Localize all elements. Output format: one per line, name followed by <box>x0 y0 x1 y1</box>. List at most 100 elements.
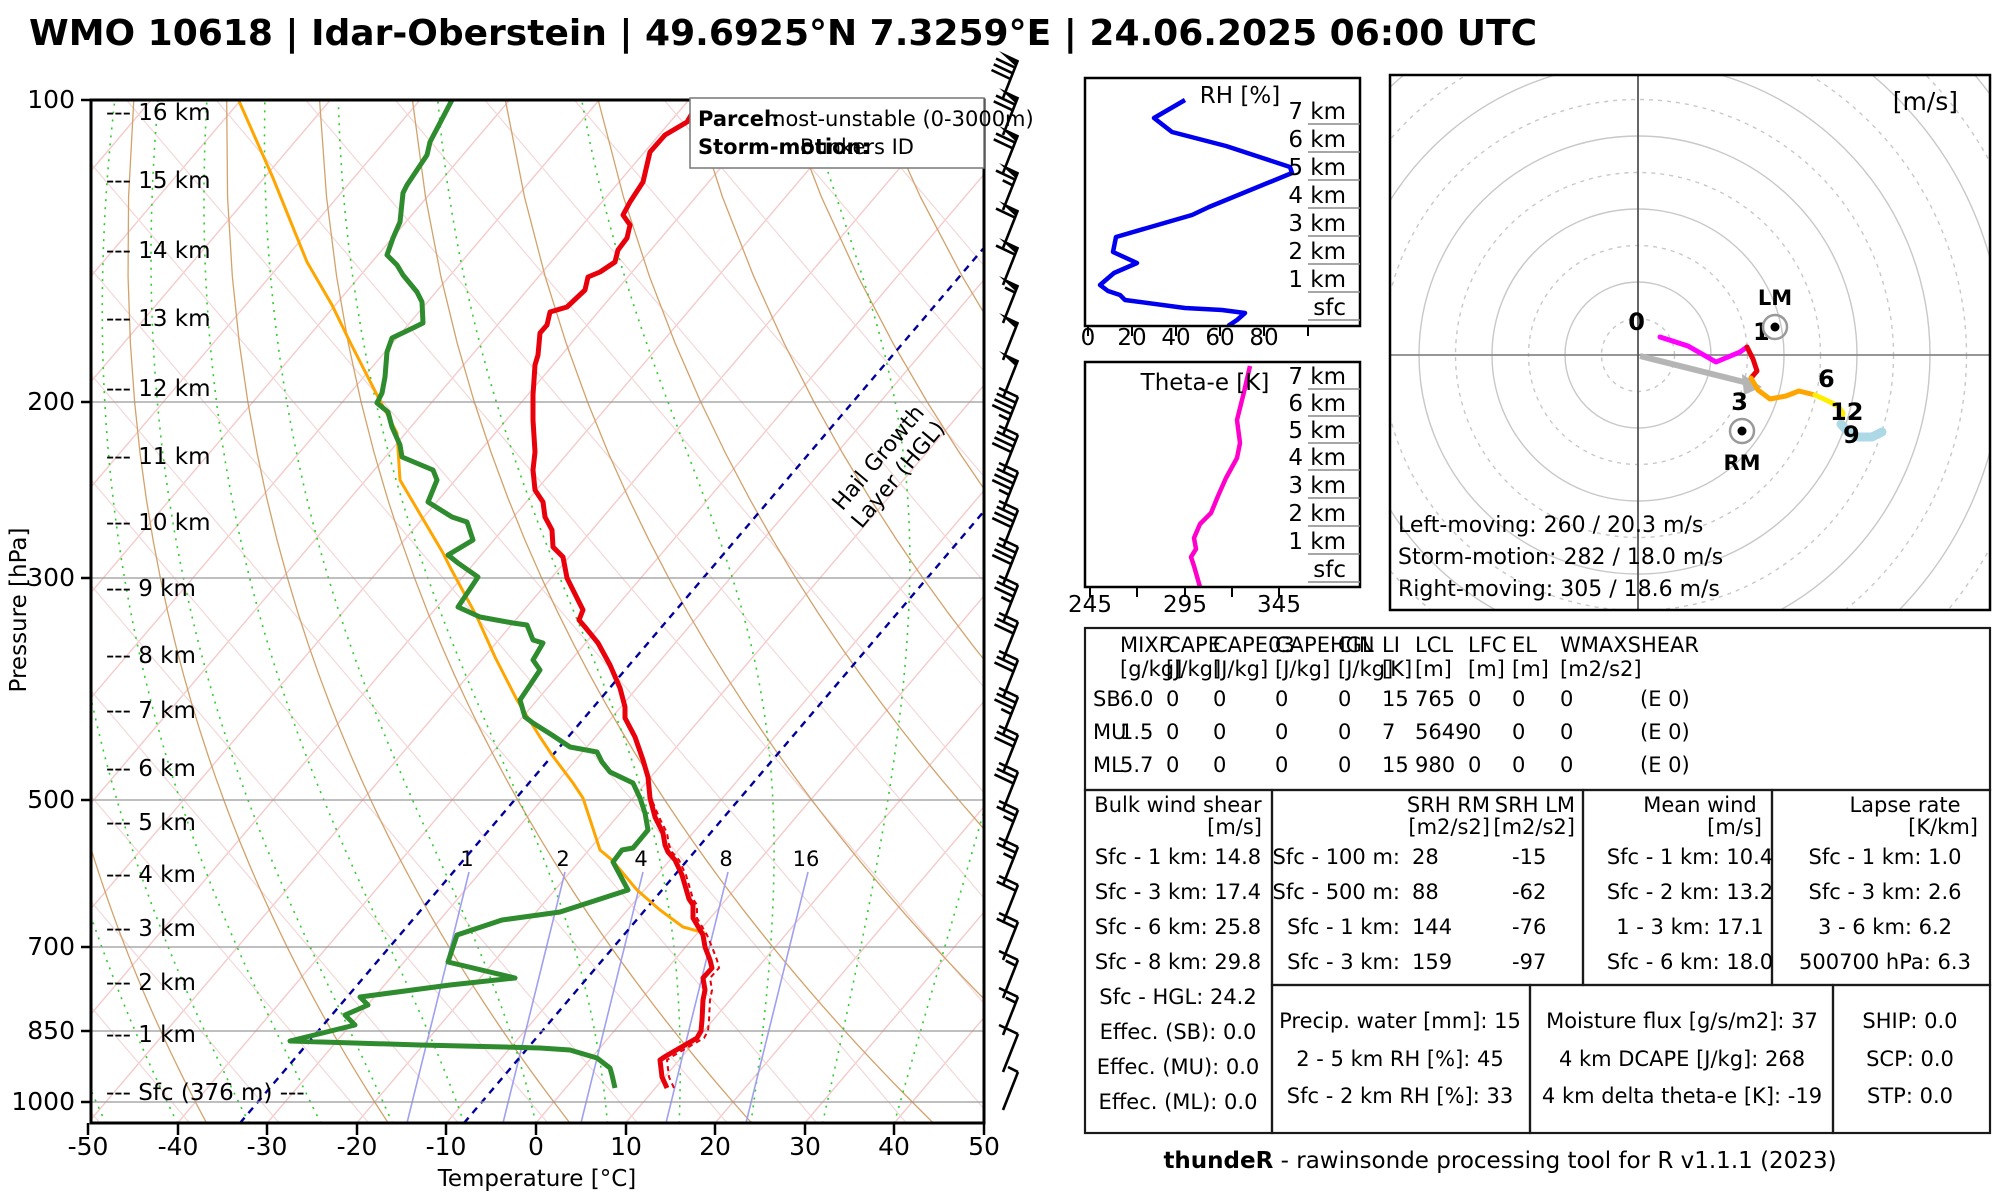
parcel-table-cell: 0 <box>1275 753 1288 777</box>
diagonal-guide-line <box>91 584 549 1123</box>
wind-barb <box>993 686 1020 736</box>
wind-barb <box>998 986 1020 1036</box>
footer-brand: thundeR <box>1163 1148 1273 1174</box>
bulk-shear-row: Sfc - 1 km: 14.8 <box>1095 845 1261 869</box>
sounding-curves <box>237 100 721 1090</box>
moisture-row: Moisture flux [g/s/m2]: 37 <box>1546 1009 1818 1033</box>
parcel-table-unit: [m2/s2] <box>1560 657 1642 681</box>
height-km-label: --- 6 km <box>106 756 196 782</box>
wind-barb <box>996 911 1020 961</box>
height-km-label: --- 15 km <box>106 168 211 194</box>
height-km-label: --- 16 km <box>106 100 211 126</box>
x-axis-label: Temperature [°C] <box>437 1166 637 1192</box>
wind-barb <box>995 238 1020 286</box>
wind-barb <box>998 949 1020 999</box>
parcel-table-row-label: SB <box>1093 687 1121 711</box>
x-tick-label: -10 <box>426 1132 467 1161</box>
parcel-table-header: MIXR <box>1120 633 1173 657</box>
isotherm-line <box>91 100 421 489</box>
height-km-label: --- 9 km <box>106 576 196 602</box>
srh-row-label: Sfc - 1 km: <box>1287 915 1400 939</box>
parcel-table-unit: [J/kg] <box>1166 657 1221 681</box>
parcel-table-cell: 0 <box>1338 687 1351 711</box>
diagonal-guide-line <box>215 100 984 1005</box>
dry-adiabat-line <box>318 100 753 1123</box>
rh-panel-title: RH [%] <box>1200 83 1280 109</box>
hgl-boundary-line <box>463 509 984 1123</box>
indices-box <box>1831 983 1992 1135</box>
rh-panel-row-label: 7 km <box>1288 99 1346 125</box>
srh-lm-header: SRH LM <box>1495 793 1575 817</box>
parcel-table-unit: [m] <box>1415 657 1452 681</box>
x-tick-label: -20 <box>337 1132 378 1161</box>
wind-barb <box>991 461 1020 511</box>
parcel-trace-curve <box>237 100 706 935</box>
pressure-tick-label: 700 <box>27 932 75 961</box>
bulk-shear-row: Effec. (ML): 0.0 <box>1099 1090 1258 1114</box>
parcel-table-cell: 0 <box>1338 720 1351 744</box>
thetae-panel-row-label: 6 km <box>1288 391 1346 417</box>
srh-rm-header: SRH RM <box>1407 793 1490 817</box>
moist-adiabat-line <box>263 100 537 1123</box>
parcel-table-cell: 0 <box>1560 687 1573 711</box>
precip-row: Precip. water [mm]: 15 <box>1279 1009 1521 1033</box>
mean-wind-row: Sfc - 1 km: 10.4 <box>1607 845 1773 869</box>
height-km-label: --- 7 km <box>106 698 196 724</box>
srh-rm-value: 28 <box>1412 845 1439 869</box>
parcel-table-cell: 0 <box>1468 687 1481 711</box>
mean-wind-unit: [m/s] <box>1707 815 1762 839</box>
precip-table: Precip. water [mm]: 15 2 - 5 km RH [%]: 4… <box>1279 1009 1521 1108</box>
hodograph-km-label: 1 <box>1753 318 1770 346</box>
height-km-label: --- Sfc (376 m) --- <box>106 1080 305 1106</box>
dry-adiabat-line <box>504 100 984 1000</box>
isotherm-line <box>91 100 600 699</box>
srh-rm-value: 159 <box>1412 950 1452 974</box>
parcel-table-cell: 0 <box>1512 687 1525 711</box>
wind-barb <box>993 88 1020 136</box>
hgl-boundary-line <box>239 245 984 1123</box>
diagonal-guide-line <box>91 689 459 1123</box>
rm-marker <box>1728 417 1756 445</box>
wind-barb <box>999 276 1020 324</box>
hodograph-segment-6-9 km <box>1812 392 1846 427</box>
right-moving-value: Right-moving: 305 / 18.6 m/s <box>1398 577 1720 602</box>
parcel-table-cell: 0 <box>1468 720 1481 744</box>
parcel-table-cell: 0 <box>1213 720 1226 744</box>
wind-barb <box>993 724 1020 774</box>
y-axis-label: Pressure [hPa] <box>6 528 32 693</box>
x-tick-label: 30 <box>789 1132 821 1161</box>
rh-panel-row-label: 5 km <box>1288 155 1346 181</box>
legend-parcel-value: most-unstable (0-3000m) <box>765 107 1034 131</box>
index-row: SCP: 0.0 <box>1866 1047 1954 1071</box>
lm-marker <box>1761 313 1789 341</box>
bulk-shear-row: Sfc - 3 km: 17.4 <box>1095 880 1261 904</box>
x-tick-label: 0 <box>528 1132 544 1161</box>
srh-lm-value: -15 <box>1512 845 1546 869</box>
storm-motion-value: Storm-motion: 282 / 18.0 m/s <box>1398 545 1723 570</box>
wind-barb <box>991 499 1020 549</box>
rh-panel-row-label: 3 km <box>1288 211 1346 237</box>
wind-barb <box>996 836 1020 886</box>
diagonal-guide-line <box>91 900 280 1123</box>
bulk-shear-row: Sfc - 8 km: 29.8 <box>1095 950 1261 974</box>
moisture-row: 4 km delta theta-e [K]: -19 <box>1542 1084 1822 1108</box>
svg-text:thundeR - rawinsonde processin: thundeR - rawinsonde processing tool for… <box>1163 1148 1836 1174</box>
hodograph-km-label: 6 <box>1818 365 1835 393</box>
bulk-shear-row: Effec. (SB): 0.0 <box>1100 1020 1257 1044</box>
parcel-table-header: CAPE <box>1166 633 1221 657</box>
diagonal-guide-line <box>91 373 728 1123</box>
lapse-rate-row: Sfc - 1 km: 1.0 <box>1809 845 1962 869</box>
parcel-table-cell: 0 <box>1213 753 1226 777</box>
mean-wind-table: Mean wind[m/s] Sfc - 1 km: 10.4 Sfc - 2 km… <box>1607 793 1773 974</box>
isotherm-line <box>714 805 984 1123</box>
precip-row: Sfc - 2 km RH [%]: 33 <box>1287 1084 1513 1108</box>
bulk-shear-row: Sfc - 6 km: 25.8 <box>1095 915 1261 939</box>
hodograph-ring <box>1390 75 1990 610</box>
pressure-tick-label: 100 <box>27 85 75 114</box>
mean-wind-row: Sfc - 6 km: 18.0 <box>1607 950 1773 974</box>
parcel-table-unit: [m] <box>1512 657 1549 681</box>
parcel-table-cell: 0 <box>1338 753 1351 777</box>
mixing-ratio-line <box>745 871 809 1123</box>
